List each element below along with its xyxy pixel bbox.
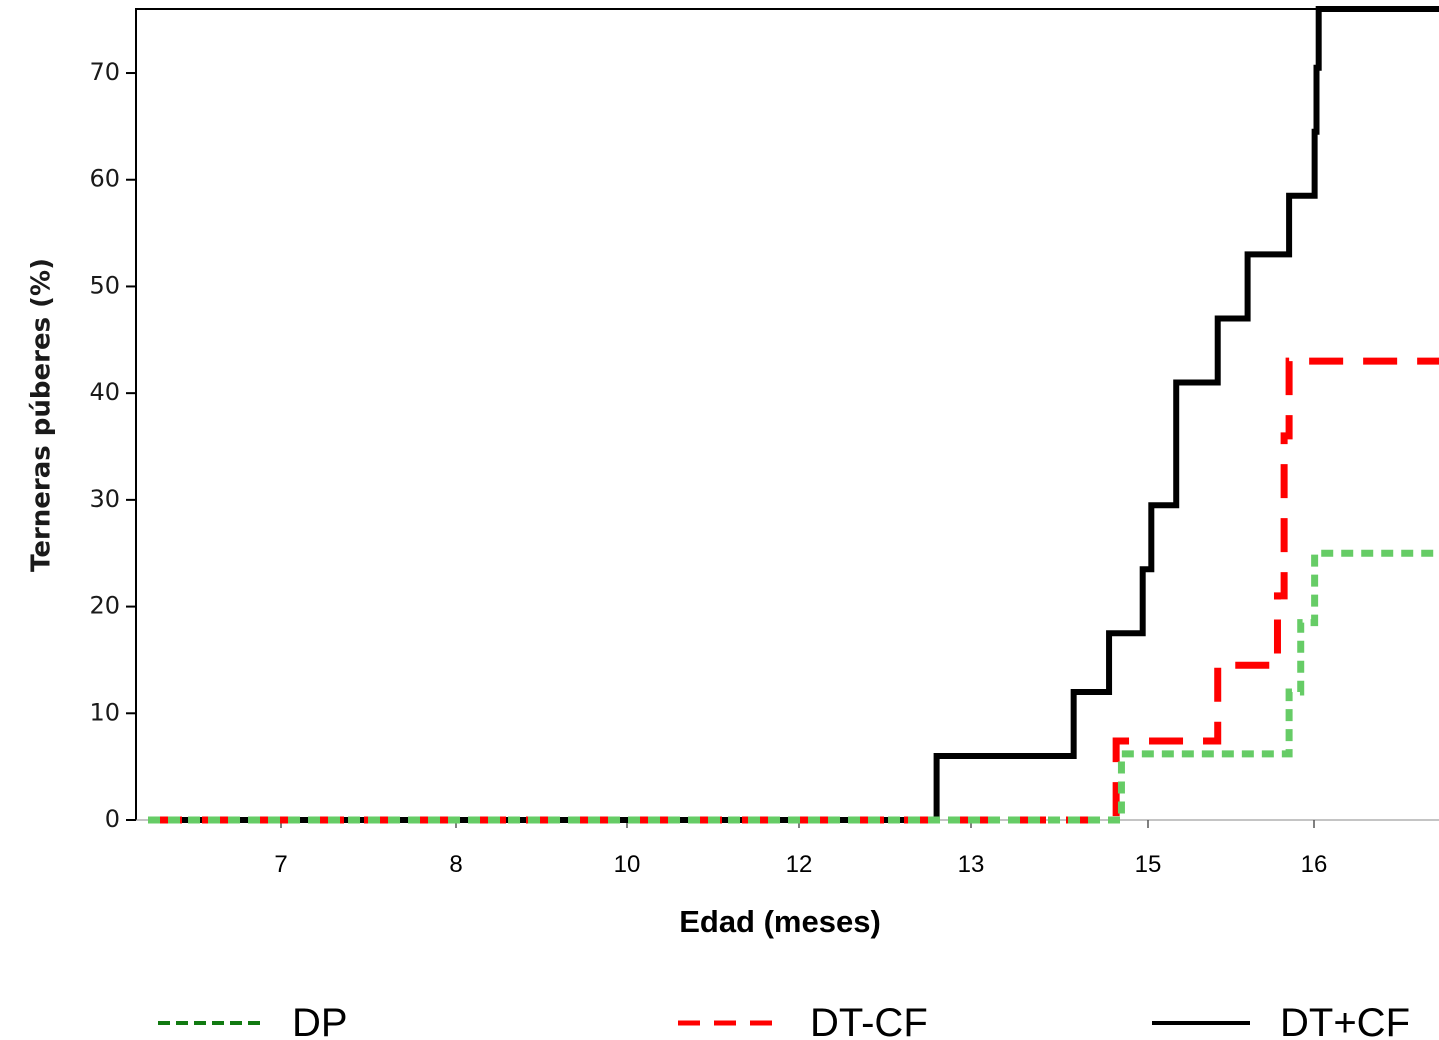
series-layer [148, 6, 1439, 824]
axes [135, 8, 1439, 821]
y-tick-label: 60 [89, 165, 120, 193]
x-tick-label: 7 [274, 851, 287, 878]
y-tick-label: 40 [89, 378, 120, 406]
y-axis-label: Terneras púberes (%) [27, 258, 57, 572]
y-tick-label: 10 [89, 698, 120, 726]
y-tick-label: 0 [105, 805, 120, 833]
series-line-dp [148, 549, 1439, 824]
series-line-dt-cf [148, 357, 1439, 824]
x-tick-label: 13 [958, 851, 985, 878]
y-tick-label: 30 [89, 485, 120, 513]
series-line-dt-plus-cf [148, 6, 1439, 823]
x-axis-label: Edad (meses) [679, 904, 881, 939]
y-ticks: 0 10 20 30 40 50 60 70 [89, 58, 136, 833]
x-tick-label: 15 [1135, 851, 1162, 878]
legend-label-dp: DP [292, 1001, 348, 1040]
x-tick-label: 12 [786, 851, 813, 878]
y-tick-label: 50 [89, 271, 120, 299]
x-tick-label: 16 [1301, 851, 1328, 878]
y-tick-label: 70 [89, 58, 120, 86]
x-ticks: 7 8 10 12 13 15 16 [274, 820, 1327, 878]
x-tick-label: 8 [449, 851, 462, 878]
x-tick-label: 10 [614, 851, 641, 878]
legend-label-dt-plus-cf: DT+CF [1280, 1001, 1410, 1040]
legend-item-dt-plus-cf: DT+CF [1152, 1001, 1410, 1040]
legend-label-dt-cf: DT-CF [810, 1001, 928, 1040]
y-tick-label: 20 [89, 592, 120, 620]
legend-item-dp: DP [158, 1001, 348, 1040]
legend: DP DT-CF DT+CF [158, 1001, 1410, 1040]
legend-item-dt-cf: DT-CF [678, 1001, 928, 1040]
